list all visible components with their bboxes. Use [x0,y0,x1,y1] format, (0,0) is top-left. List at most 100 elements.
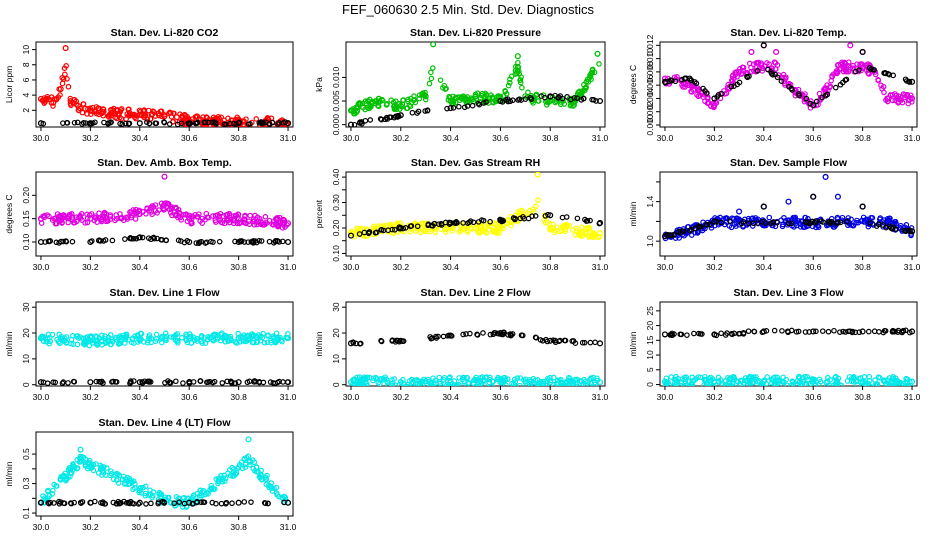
series-reference [347,92,604,127]
x-tick-label: 30.8 [230,522,247,532]
data-point [772,381,779,386]
data-point [745,374,752,381]
data-point [254,339,261,346]
data-point [798,383,805,386]
data-point [168,113,175,120]
data-point [98,464,105,470]
data-point [173,114,180,121]
data-point [881,70,888,76]
series-reference [37,234,292,247]
data-point [543,382,550,386]
data-point [82,340,88,346]
data-point [235,120,242,127]
data-point [829,73,835,79]
data-point [695,374,701,380]
data-point [846,67,852,73]
data-point [419,381,426,386]
figure-title: FEF_060630 2.5 Min. Std. Dev. Diagnostic… [342,2,594,17]
data-point [55,213,62,220]
data-point [87,120,94,127]
data-point [79,217,85,223]
data-point [113,500,120,507]
data-point [175,337,181,344]
x-tick-label: 30.0 [343,262,360,272]
series-main [347,42,602,117]
data-point [490,228,497,235]
data-point [784,382,790,386]
data-point [535,197,541,204]
y-tick-label: 1.0 [645,235,655,247]
data-point [779,328,785,334]
data-point [459,376,466,383]
y-tick-label: 0.006 [645,74,655,96]
data-point [516,96,523,102]
data-point [889,329,896,335]
data-point [211,486,218,492]
data-point [587,339,594,346]
data-point [119,121,126,127]
x-tick-label: 30.2 [706,133,723,143]
data-point [423,228,429,234]
x-tick-label: 30.6 [492,392,509,402]
data-point [400,97,406,104]
data-point [793,329,800,335]
data-point [90,120,96,126]
data-point [596,230,604,237]
data-point [661,378,668,385]
data-point [530,383,537,386]
data-point [88,111,94,118]
data-point [192,120,199,127]
data-point [37,379,44,386]
data-point [785,198,792,205]
data-point [266,238,273,245]
data-point [760,378,767,385]
data-point [803,95,810,102]
data-point [725,374,731,381]
data-point [676,235,682,241]
data-point [356,231,363,237]
x-tick-label: 30.4 [756,262,773,272]
data-point [705,100,712,106]
data-point [906,79,913,85]
data-point [371,223,377,230]
data-point [686,75,693,82]
data-point [216,475,223,481]
plot-temp: Stan. Dev. Li-820 Temp. degrees C 30.0 30.2… [628,27,921,143]
data-point [754,68,761,74]
data-point [429,223,436,229]
data-point [264,472,270,479]
data-point [389,226,396,233]
data-point [96,237,103,244]
y-tick-label: 0.10 [21,233,31,250]
data-point [186,117,193,124]
data-point [87,499,94,506]
data-point [129,339,135,346]
data-point [145,378,152,385]
data-point [444,105,450,112]
data-point [357,379,363,385]
data-point [778,378,784,384]
data-point [667,232,674,238]
data-point [426,80,433,87]
data-point [778,217,784,224]
y-axis-label: Licor ppm [4,66,14,103]
x-tick-label: 31.0 [280,133,297,143]
data-point [876,328,882,335]
data-point [493,228,500,235]
y-tick-label: 2 [21,108,31,113]
data-point [435,333,441,340]
data-point [580,381,586,386]
data-point [852,329,859,336]
data-point [241,455,248,462]
data-point [487,374,493,381]
data-point [194,213,200,220]
plot-title: Stan. Dev. Line 4 (LT) Flow [98,417,231,429]
data-point [158,491,165,497]
data-point [357,340,364,347]
data-point [679,228,685,234]
data-point [190,493,197,499]
data-point [70,378,77,385]
x-tick-label: 31.0 [904,392,921,402]
x-tick-label: 31.0 [592,133,609,143]
data-point [110,499,117,506]
